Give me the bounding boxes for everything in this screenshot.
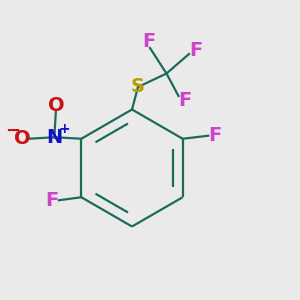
Text: F: F xyxy=(46,191,59,210)
Text: S: S xyxy=(131,77,145,97)
Text: N: N xyxy=(46,128,62,147)
Text: F: F xyxy=(189,41,202,61)
Text: F: F xyxy=(142,32,155,51)
Text: F: F xyxy=(208,126,221,145)
Text: O: O xyxy=(47,96,64,115)
Text: −: − xyxy=(5,122,20,140)
Text: F: F xyxy=(178,91,192,110)
Text: +: + xyxy=(58,122,70,136)
Text: O: O xyxy=(14,129,31,148)
